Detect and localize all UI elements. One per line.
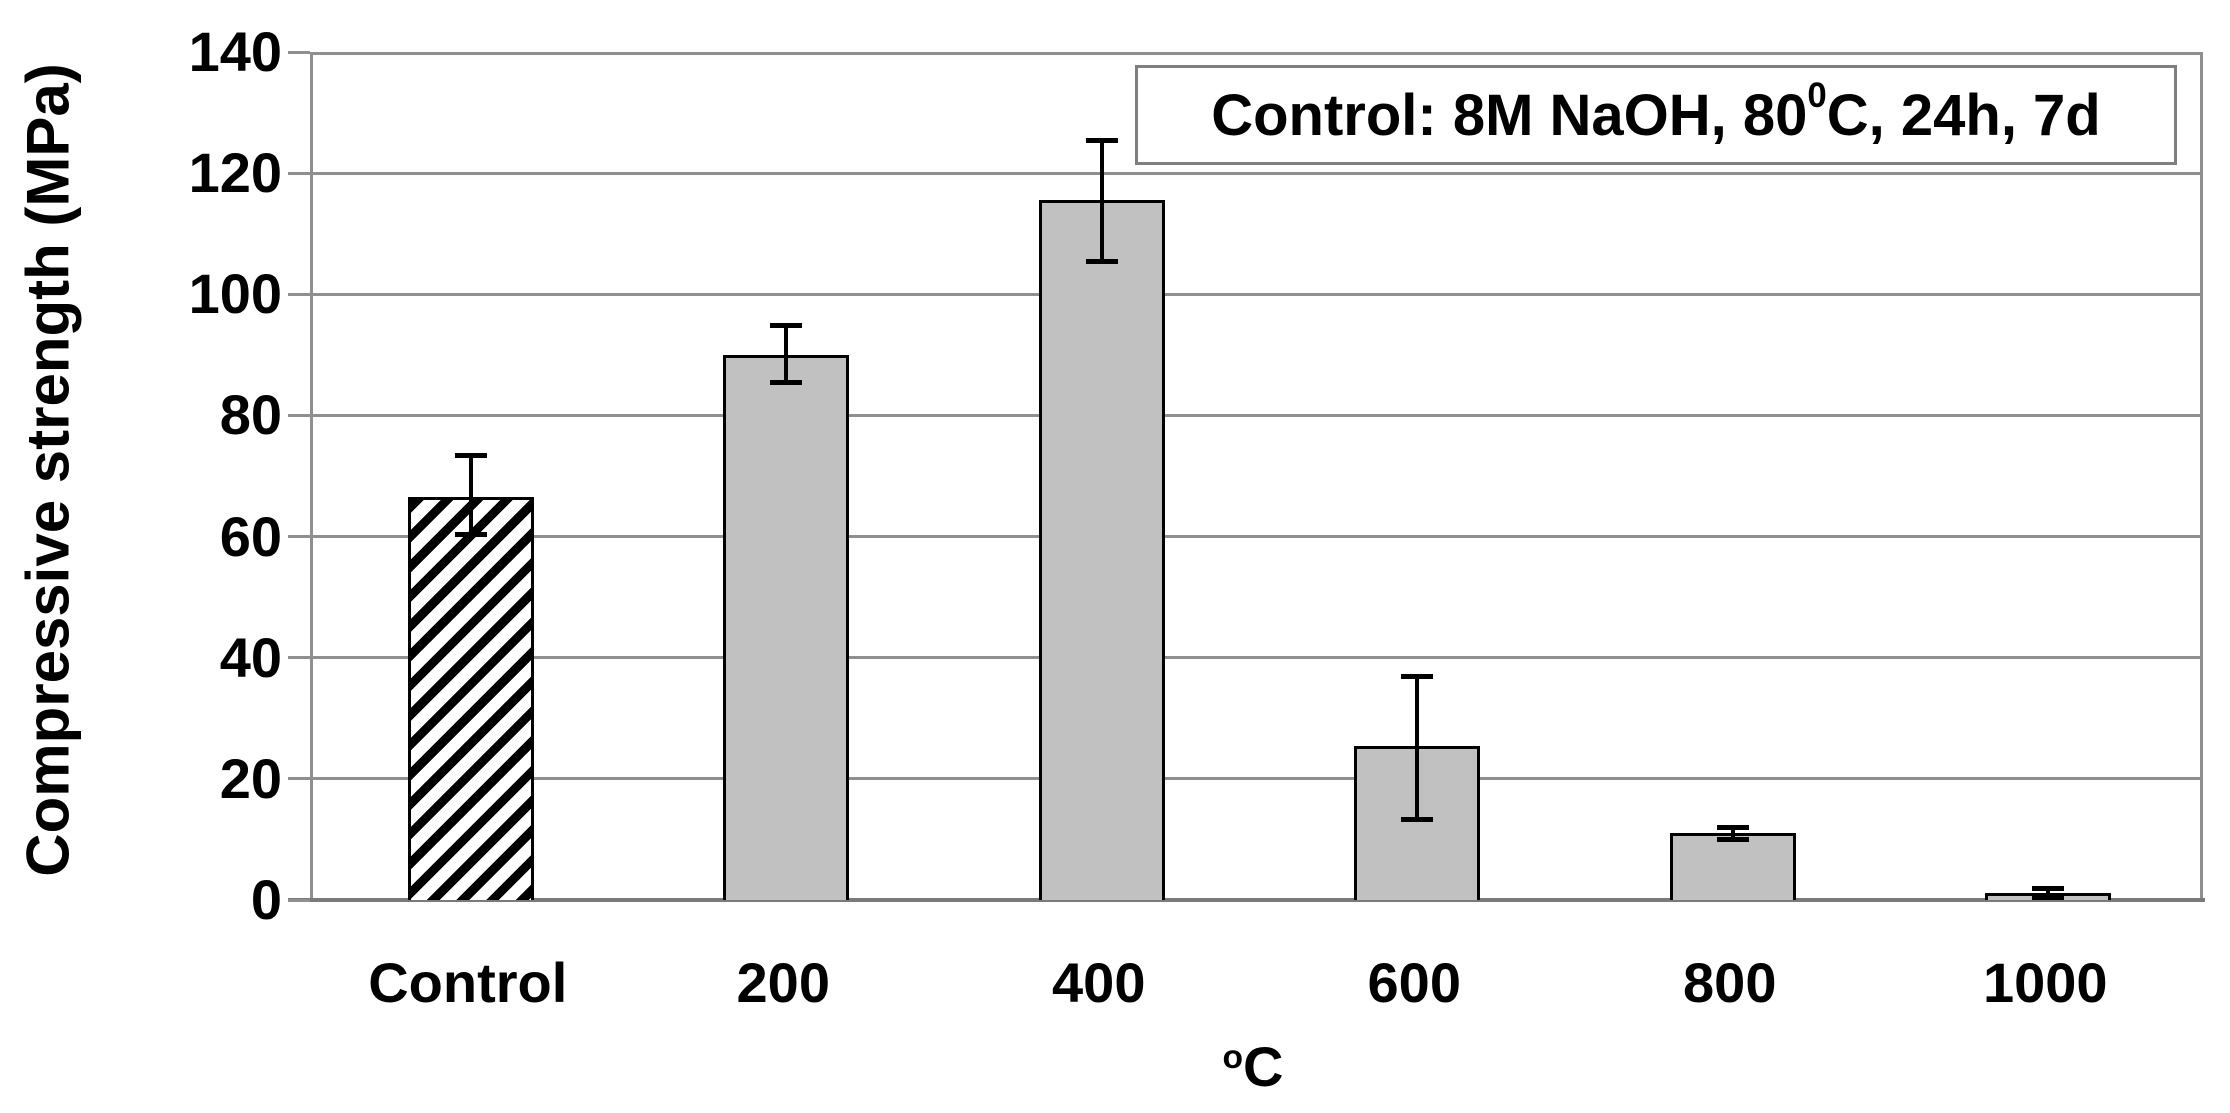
y-tick-mark-100 [288, 292, 310, 296]
error-bar-line-control [468, 454, 473, 534]
y-tick-mark-80 [288, 413, 310, 417]
error-bar-cap-bottom-control [454, 531, 487, 537]
error-bar-line-400 [1099, 139, 1104, 261]
x-tick-label-control: Control [368, 951, 568, 1014]
bar-800 [1669, 833, 1796, 900]
x-axis-title: oC [1223, 1034, 1284, 1099]
bar-200 [723, 354, 850, 900]
legend-text-pre: Control: 8M NaOH, 80 [1211, 82, 1808, 148]
gridline-120 [313, 171, 2200, 175]
x-tick-label-200: 200 [736, 951, 830, 1014]
error-bar-line-800 [1730, 827, 1735, 840]
y-tick-label-20: 20 [219, 746, 282, 810]
error-bar-cap-bottom-1000 [2032, 894, 2065, 900]
x-axis-title-unit: C [1243, 1035, 1284, 1098]
y-tick-label-120: 120 [188, 141, 282, 205]
y-tick-mark-140 [288, 50, 310, 54]
bar-400 [1038, 200, 1165, 900]
x-axis-line [288, 898, 2205, 902]
error-bar-cap-bottom-200 [770, 380, 803, 386]
y-tick-label-40: 40 [219, 625, 282, 689]
x-tick-label-600: 600 [1367, 951, 1461, 1014]
error-bar-cap-bottom-400 [1085, 258, 1118, 264]
gridline-140 [313, 52, 2200, 55]
plot-area [310, 52, 2203, 900]
y-tick-mark-40 [288, 656, 310, 660]
y-tick-label-80: 80 [219, 383, 282, 447]
x-tick-label-1000: 1000 [1982, 951, 2108, 1014]
x-axis-title-superscript: o [1222, 1038, 1244, 1076]
y-tick-mark-20 [288, 777, 310, 781]
bar-control [407, 497, 534, 900]
gridline-20 [313, 777, 2200, 781]
x-tick-label-800: 800 [1683, 951, 1777, 1014]
error-bar-line-200 [784, 324, 789, 383]
y-tick-mark-120 [288, 171, 310, 175]
y-tick-label-60: 60 [219, 504, 282, 568]
error-bar-cap-top-400 [1085, 137, 1118, 143]
error-bar-cap-top-1000 [2032, 886, 2065, 892]
gridline-40 [313, 656, 2200, 660]
gridline-60 [313, 535, 2200, 539]
y-axis-title: Compressive strength (MPa) [14, 63, 82, 877]
error-bar-cap-bottom-800 [1716, 837, 1749, 843]
error-bar-line-600 [1415, 675, 1420, 819]
legend-box: Control: 8M NaOH, 80 0 C, 24h, 7d [1135, 65, 2177, 165]
y-tick-label-140: 140 [188, 20, 282, 83]
legend-text-superscript: 0 [1807, 75, 1827, 115]
gridline-80 [313, 413, 2200, 417]
y-tick-mark-60 [288, 535, 310, 539]
gridline-100 [313, 292, 2200, 296]
error-bar-line-1000 [2046, 888, 2051, 897]
error-bar-cap-top-200 [770, 322, 803, 328]
error-bar-cap-top-600 [1401, 673, 1434, 679]
error-bar-cap-top-800 [1716, 825, 1749, 831]
y-tick-label-0: 0 [250, 868, 282, 931]
legend-text-post: C, 24h, 7d [1826, 82, 2101, 148]
x-tick-label-400: 400 [1052, 951, 1146, 1014]
y-tick-mark-0 [288, 898, 310, 902]
error-bar-cap-top-control [454, 452, 487, 458]
error-bar-cap-bottom-600 [1401, 816, 1434, 822]
y-tick-label-100: 100 [188, 262, 282, 326]
